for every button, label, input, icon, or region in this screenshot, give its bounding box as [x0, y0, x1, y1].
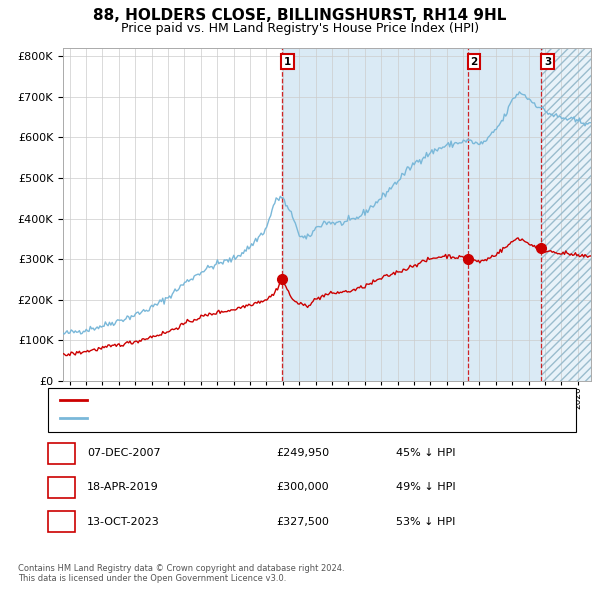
Text: 2: 2 [470, 57, 478, 67]
Text: 3: 3 [58, 517, 65, 526]
Text: 13-OCT-2023: 13-OCT-2023 [87, 517, 160, 526]
Text: 1: 1 [284, 57, 291, 67]
Text: 07-DEC-2007: 07-DEC-2007 [87, 448, 161, 458]
Bar [281, 48, 541, 381]
Bar [541, 48, 591, 381]
Text: 3: 3 [544, 57, 551, 67]
Text: 53% ↓ HPI: 53% ↓ HPI [396, 517, 455, 526]
Text: 2: 2 [58, 483, 65, 492]
Text: 88, HOLDERS CLOSE, BILLINGSHURST, RH14 9HL: 88, HOLDERS CLOSE, BILLINGSHURST, RH14 9… [94, 8, 506, 22]
Bar [541, 48, 591, 381]
Text: 45% ↓ HPI: 45% ↓ HPI [396, 448, 455, 458]
Text: £327,500: £327,500 [276, 517, 329, 526]
Text: 88, HOLDERS CLOSE, BILLINGSHURST, RH14 9HL (detached house): 88, HOLDERS CLOSE, BILLINGSHURST, RH14 9… [91, 395, 440, 405]
Text: Price paid vs. HM Land Registry's House Price Index (HPI): Price paid vs. HM Land Registry's House … [121, 22, 479, 35]
Text: Contains HM Land Registry data © Crown copyright and database right 2024.
This d: Contains HM Land Registry data © Crown c… [18, 563, 344, 583]
Text: 1: 1 [58, 448, 65, 458]
Text: 49% ↓ HPI: 49% ↓ HPI [396, 483, 455, 492]
Text: £300,000: £300,000 [276, 483, 329, 492]
Text: HPI: Average price, detached house, Horsham: HPI: Average price, detached house, Hors… [91, 413, 331, 422]
Text: 18-APR-2019: 18-APR-2019 [87, 483, 159, 492]
Text: £249,950: £249,950 [276, 448, 329, 458]
